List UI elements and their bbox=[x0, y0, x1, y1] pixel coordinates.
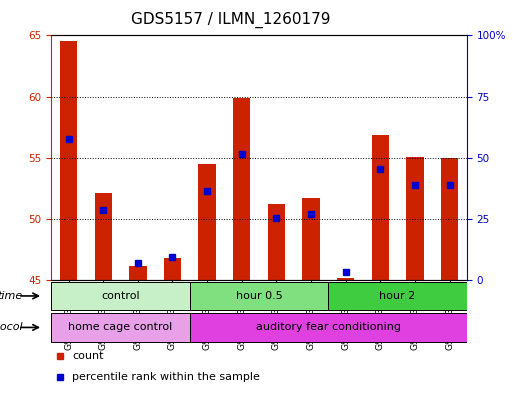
FancyBboxPatch shape bbox=[190, 313, 467, 342]
Bar bbox=[164, 258, 181, 280]
Bar bbox=[441, 158, 458, 280]
Text: hour 2: hour 2 bbox=[380, 291, 416, 301]
Bar bbox=[233, 98, 250, 280]
FancyBboxPatch shape bbox=[51, 313, 190, 342]
FancyBboxPatch shape bbox=[51, 282, 190, 310]
Bar bbox=[94, 193, 112, 280]
Bar bbox=[60, 42, 77, 280]
Text: time: time bbox=[0, 291, 22, 301]
Text: auditory fear conditioning: auditory fear conditioning bbox=[256, 322, 401, 332]
Text: count: count bbox=[72, 351, 104, 361]
Text: percentile rank within the sample: percentile rank within the sample bbox=[72, 372, 260, 382]
Bar bbox=[199, 164, 216, 280]
Bar bbox=[302, 198, 320, 280]
FancyBboxPatch shape bbox=[190, 282, 328, 310]
Text: protocol: protocol bbox=[0, 322, 22, 332]
Bar bbox=[371, 134, 389, 280]
Bar bbox=[268, 204, 285, 280]
Text: control: control bbox=[101, 291, 140, 301]
Text: home cage control: home cage control bbox=[68, 322, 173, 332]
Bar bbox=[406, 156, 424, 280]
Text: GDS5157 / ILMN_1260179: GDS5157 / ILMN_1260179 bbox=[131, 12, 330, 28]
Text: hour 0.5: hour 0.5 bbox=[235, 291, 283, 301]
Bar bbox=[337, 278, 354, 280]
FancyBboxPatch shape bbox=[328, 282, 467, 310]
Bar bbox=[129, 266, 147, 280]
